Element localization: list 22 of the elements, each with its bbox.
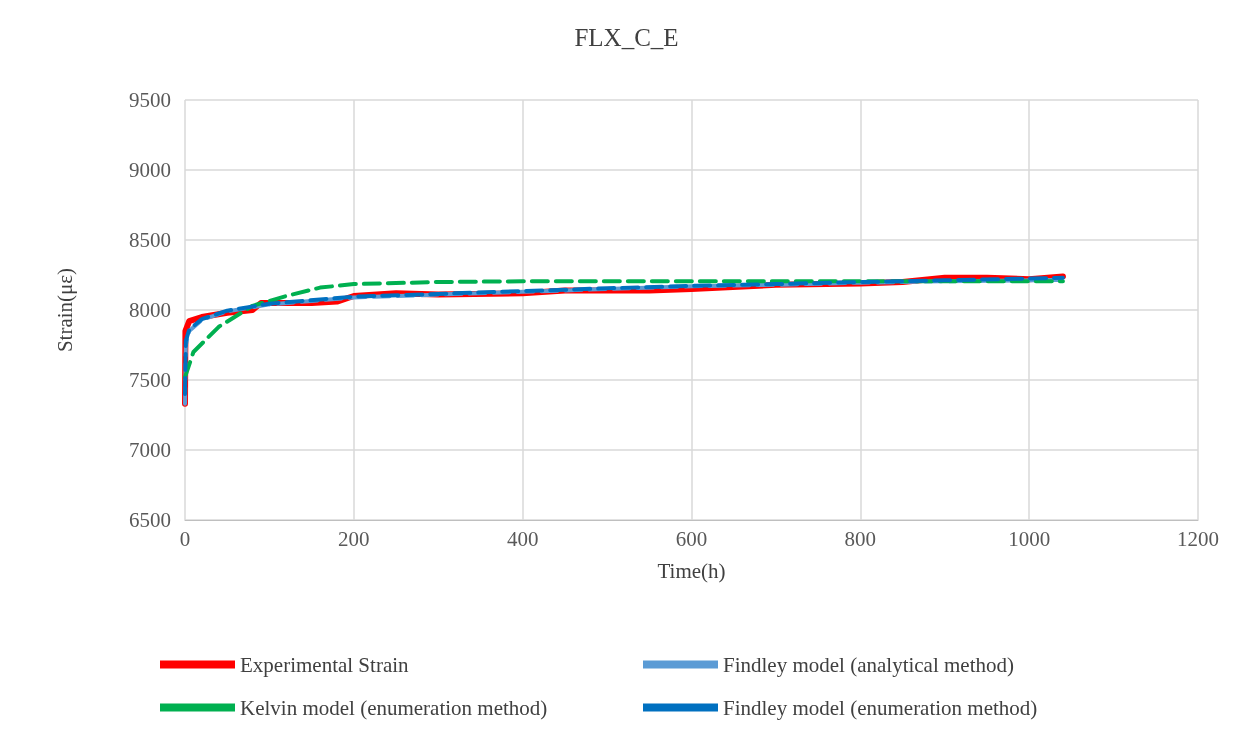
legend-label: Kelvin model (enumeration method) bbox=[240, 695, 548, 720]
y-tick-label: 7000 bbox=[129, 438, 171, 462]
x-tick-label: 200 bbox=[338, 526, 370, 551]
x-tick-label: 600 bbox=[675, 526, 708, 551]
y-axis-title: Strain(με) bbox=[52, 267, 77, 353]
y-tick-label: 9500 bbox=[129, 88, 171, 112]
y-tick-label: 6500 bbox=[129, 508, 171, 532]
x-axis-title: Time(h) bbox=[657, 558, 726, 583]
x-tick-label: 800 bbox=[844, 526, 877, 551]
legend-label: Findley model (analytical method) bbox=[723, 652, 1015, 677]
chart-title: FLX_C_E bbox=[574, 24, 679, 51]
legend-label: Experimental Strain bbox=[240, 652, 410, 677]
y-tick-label: 7500 bbox=[129, 368, 171, 392]
x-tick-label: 1000 bbox=[1008, 526, 1051, 551]
x-tick-label: 400 bbox=[506, 526, 539, 551]
y-tick-label: 8500 bbox=[129, 228, 171, 252]
y-tick-label: 8000 bbox=[129, 298, 171, 322]
x-tick-label: 1200 bbox=[1177, 526, 1219, 551]
x-tick-label: 0 bbox=[179, 526, 191, 551]
line-series bbox=[183, 279, 1065, 380]
legend-label: Findley model (enumeration method) bbox=[723, 695, 1038, 720]
y-tick-label: 9000 bbox=[129, 158, 171, 182]
